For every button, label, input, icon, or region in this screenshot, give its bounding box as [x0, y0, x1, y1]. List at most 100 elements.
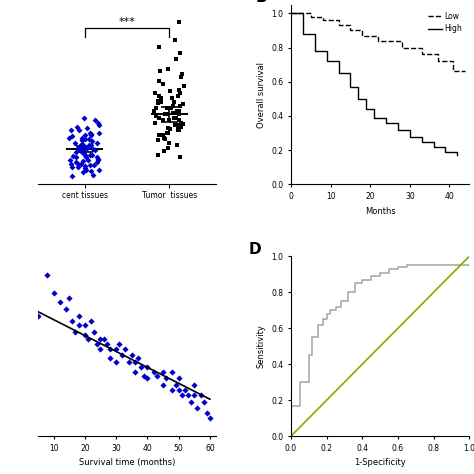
Point	[80, 150, 87, 157]
Point	[82, 166, 90, 173]
Point	[100, 336, 108, 343]
Point	[175, 117, 182, 124]
Point	[160, 147, 167, 155]
X-axis label: 1-Specificity: 1-Specificity	[354, 458, 406, 467]
Point	[167, 104, 174, 112]
Point	[169, 109, 176, 117]
Point	[85, 135, 92, 143]
Point	[191, 382, 198, 389]
Point	[178, 70, 186, 77]
Point	[62, 306, 70, 313]
Y-axis label: Sensitivity: Sensitivity	[257, 324, 266, 368]
Point	[82, 135, 89, 143]
Point	[155, 131, 163, 139]
Point	[175, 107, 183, 114]
Point	[80, 114, 88, 122]
Point	[65, 134, 73, 141]
Point	[200, 398, 208, 405]
Point	[83, 124, 91, 132]
Legend: Low, High: Low, High	[425, 9, 465, 36]
Point	[159, 382, 167, 389]
Point	[66, 156, 74, 164]
Point	[172, 382, 179, 389]
Point	[164, 129, 172, 137]
Point	[173, 109, 180, 117]
Point	[169, 368, 176, 375]
Point	[155, 43, 163, 50]
Point	[77, 147, 84, 155]
Point	[175, 122, 182, 129]
Point	[34, 312, 42, 320]
Point	[144, 363, 151, 371]
Point	[82, 151, 89, 159]
Point	[81, 322, 89, 329]
Point	[76, 143, 84, 150]
Text: ***: ***	[118, 17, 136, 27]
Point	[80, 147, 88, 155]
Point	[152, 119, 159, 127]
Point	[90, 171, 97, 178]
Point	[88, 137, 96, 145]
Point	[177, 119, 185, 127]
Point	[95, 122, 102, 129]
Point	[83, 144, 91, 151]
Point	[176, 49, 184, 56]
Point	[93, 340, 101, 348]
Point	[82, 154, 90, 161]
Point	[203, 409, 210, 417]
Point	[151, 90, 159, 97]
Point	[175, 374, 182, 382]
Point	[79, 137, 86, 144]
Point	[112, 358, 120, 366]
Point	[81, 149, 88, 156]
Point	[95, 129, 102, 137]
Text: D: D	[248, 242, 261, 257]
Point	[118, 352, 126, 359]
Point	[75, 127, 82, 134]
Point	[88, 141, 95, 149]
Point	[122, 345, 129, 352]
Point	[77, 141, 84, 149]
Point	[191, 391, 198, 399]
Point	[125, 358, 132, 366]
Point	[175, 86, 182, 93]
Point	[152, 104, 160, 112]
Point	[167, 87, 174, 95]
Point	[78, 140, 86, 147]
Point	[155, 77, 163, 85]
Point	[155, 137, 162, 144]
Point	[86, 161, 94, 169]
Point	[171, 122, 179, 129]
Point	[169, 102, 176, 109]
Point	[77, 160, 85, 167]
Point	[94, 119, 102, 127]
Point	[153, 112, 160, 119]
Point	[86, 129, 94, 137]
Point	[164, 110, 171, 118]
Point	[75, 312, 82, 320]
Point	[44, 271, 51, 279]
Point	[179, 100, 187, 108]
Point	[56, 299, 64, 306]
Point	[90, 161, 98, 169]
Point	[175, 127, 182, 134]
Point	[206, 414, 214, 421]
Point	[93, 158, 101, 166]
Point	[159, 117, 166, 124]
Point	[112, 345, 120, 352]
Point	[173, 55, 180, 63]
X-axis label: Survival time (months): Survival time (months)	[79, 458, 175, 467]
Point	[79, 157, 87, 165]
Point	[155, 97, 162, 105]
Point	[164, 144, 172, 151]
Point	[178, 391, 185, 399]
Point	[72, 149, 79, 156]
Point	[134, 354, 142, 362]
Point	[160, 131, 167, 139]
Point	[72, 328, 79, 336]
Point	[163, 104, 171, 112]
Text: B: B	[255, 0, 267, 5]
Point	[79, 168, 87, 176]
Point	[106, 345, 114, 352]
Point	[171, 36, 178, 44]
